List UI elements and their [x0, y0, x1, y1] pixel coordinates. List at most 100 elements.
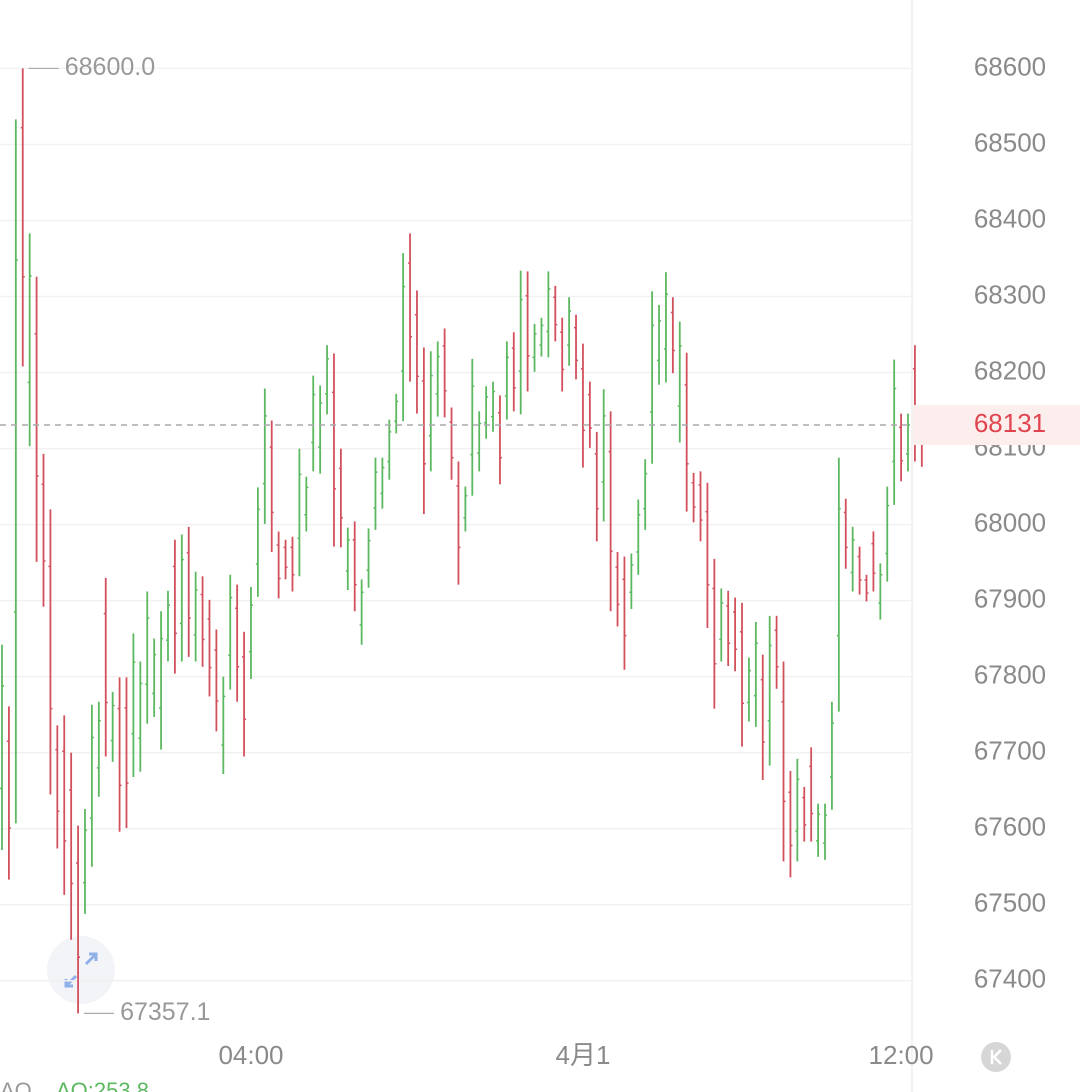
ohlc-bar — [401, 253, 406, 422]
k-button[interactable] — [981, 1042, 1011, 1072]
ohlc-bar — [525, 271, 530, 392]
ohlc-bar — [179, 534, 184, 662]
ohlc-bar — [553, 285, 558, 342]
ohlc-bar — [359, 579, 364, 645]
ohlc-bar — [414, 290, 419, 414]
ohlc-bar — [684, 352, 689, 512]
ohlc-bar — [636, 499, 641, 575]
ohlc-bar — [145, 591, 150, 724]
ohlc-bar — [152, 638, 157, 717]
ohlc-bar — [304, 476, 309, 532]
expand-icon — [64, 952, 98, 988]
ohlc-bar — [809, 747, 814, 842]
ohlc-bar — [89, 704, 94, 867]
button-bg — [981, 1042, 1011, 1072]
ohlc-bar — [691, 472, 696, 523]
x-tick-label: 4月1 — [555, 1040, 610, 1070]
ohlc-bar — [740, 602, 745, 747]
ohlc-bar — [428, 351, 433, 472]
ohlc-bar — [574, 314, 579, 380]
ohlc-bar — [262, 388, 267, 524]
ohlc-bar — [435, 341, 440, 417]
ohlc-bar — [511, 332, 516, 412]
ohlc-bar — [96, 701, 101, 797]
fullscreen-button[interactable] — [47, 936, 115, 1004]
ohlc-bar — [456, 461, 461, 585]
y-tick-label: 67400 — [974, 964, 1046, 994]
y-tick-label: 67700 — [974, 736, 1046, 766]
ohlc-bar — [165, 590, 170, 662]
ohlc-bar — [857, 546, 862, 595]
ohlc-bar — [408, 233, 413, 382]
y-tick-label: 67600 — [974, 812, 1046, 842]
ohlc-bar — [829, 701, 834, 810]
ohlc-bar — [48, 509, 53, 795]
ohlc-bar — [560, 317, 565, 392]
ohlc-bar — [615, 551, 620, 627]
y-tick-label: 67900 — [974, 584, 1046, 614]
ohlc-bar — [449, 407, 454, 480]
ohlc-bar — [82, 808, 87, 914]
ohlc-bar — [76, 825, 81, 1014]
y-tick-label: 68600 — [974, 51, 1046, 81]
x-tick-label: 04:00 — [218, 1040, 283, 1070]
ohlc-bar — [746, 657, 751, 722]
ohlc-bar — [34, 276, 39, 562]
ohlc-bar — [207, 599, 212, 697]
k-icon — [990, 1049, 1002, 1065]
max-label: 68600.0 — [65, 53, 155, 81]
ohlc-bar — [518, 270, 523, 415]
ohlc-bar — [13, 119, 18, 824]
min-label: 67357.1 — [120, 998, 210, 1026]
ohlc-bar — [726, 590, 731, 667]
ohlc-bar — [816, 803, 821, 857]
ohlc-bar — [622, 556, 627, 670]
y-tick-label: 67500 — [974, 888, 1046, 918]
ohlc-bar — [235, 584, 240, 702]
ohlc-bar — [276, 531, 281, 599]
ohlc-bar — [186, 526, 191, 657]
ohlc-bar — [325, 345, 330, 415]
ohlc-bar — [470, 358, 475, 496]
ohlc-bar — [601, 389, 606, 522]
ohlc-bar — [221, 676, 226, 774]
ohlc-bar — [366, 528, 371, 588]
ohlc-bar — [650, 291, 655, 464]
ohlc-bar — [55, 725, 60, 849]
y-tick-label: 68400 — [974, 203, 1046, 233]
ohlc-bar — [394, 393, 399, 434]
ohlc-bar — [110, 691, 115, 762]
ohlc-bar — [214, 629, 219, 732]
ohlc-bar — [124, 677, 129, 828]
ohlc-bar — [477, 411, 482, 472]
ohlc-bar — [567, 297, 572, 366]
ohlc-bar — [705, 482, 710, 629]
ohlc-bar — [138, 661, 143, 772]
x-tick-label: 12:00 — [869, 1040, 934, 1070]
ohlc-bar — [318, 385, 323, 474]
ohlc-bar — [712, 558, 717, 709]
ohlc-bar — [69, 752, 74, 940]
ohlc-bar — [657, 304, 662, 385]
ohlc-bar — [117, 677, 122, 832]
ohlc-bar — [864, 574, 869, 602]
ohlc-bar — [767, 615, 772, 766]
ohlc-bar — [172, 539, 177, 674]
ohlc-bar — [41, 453, 46, 607]
ohlc-bar — [836, 457, 841, 712]
button-bg — [47, 936, 115, 1004]
ohlc-bar — [850, 526, 855, 592]
ohlc-bar — [338, 448, 343, 548]
ohlc-bar — [311, 375, 316, 472]
y-tick-label: 68500 — [974, 127, 1046, 157]
ohlc-bar — [753, 621, 758, 727]
ohlc-bar — [228, 574, 233, 690]
ohlc-bar — [629, 553, 634, 609]
ohlc-bar — [103, 577, 108, 757]
ohlc-bar — [421, 347, 426, 514]
ohlc-bar — [719, 588, 724, 662]
ohlc-bar — [546, 271, 551, 358]
ohlc-bar — [6, 706, 11, 880]
ohlc-bar — [823, 803, 828, 860]
